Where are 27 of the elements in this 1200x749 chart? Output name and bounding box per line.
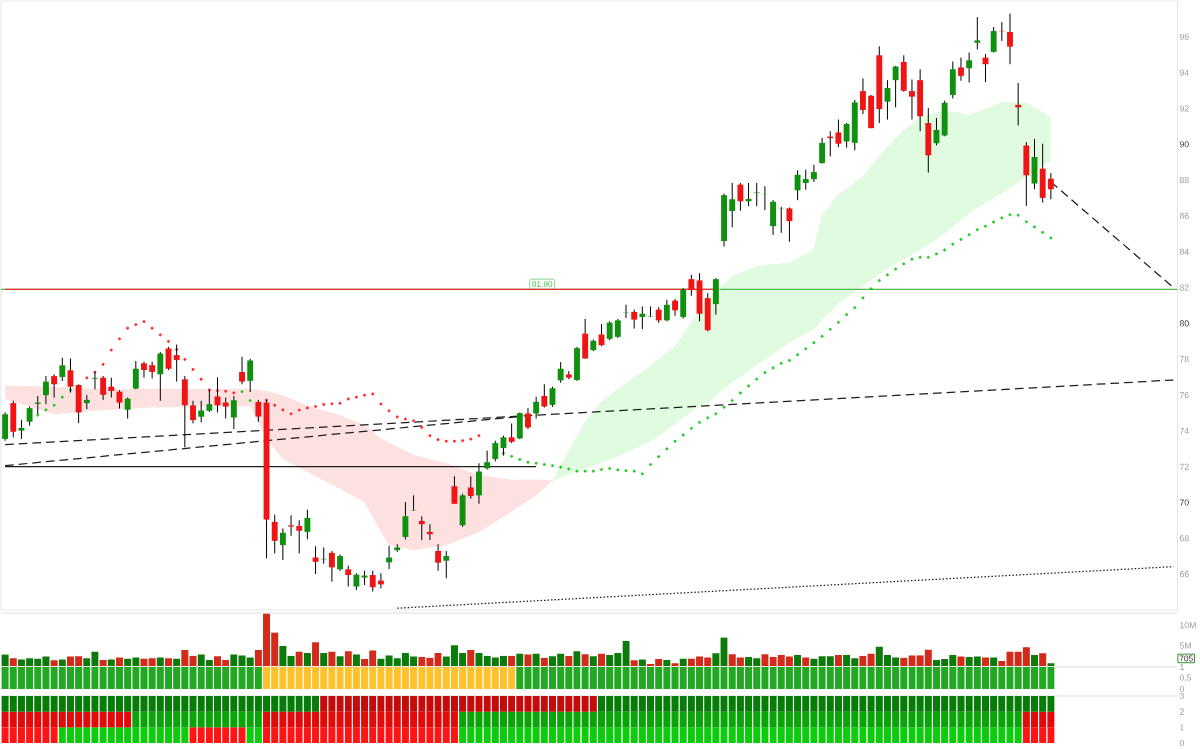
- y-tick-label: 66: [1179, 571, 1189, 578]
- y-tick-label: 92: [1179, 105, 1189, 112]
- y-tick-label: 88: [1179, 177, 1189, 184]
- y-tick-label: 84: [1179, 248, 1189, 255]
- y-tick-label: 68: [1179, 535, 1189, 542]
- y-tick-label: 5M: [1179, 642, 1191, 649]
- y-tick-label: 76: [1179, 391, 1189, 399]
- y-tick-label: 74: [1179, 427, 1189, 434]
- y-tick-label: 94: [1179, 69, 1189, 76]
- y-tick-label: 82: [1179, 284, 1189, 291]
- y-tick-label: 10M: [1180, 622, 1196, 629]
- y-tick-label: 70: [1179, 499, 1189, 506]
- y-tick-label: 80: [1179, 320, 1189, 327]
- y-tick-label: 78: [1179, 356, 1189, 363]
- text: 705: [1179, 655, 1193, 662]
- y-tick-label: 3: [1179, 692, 1184, 700]
- y-tick-label: 1: [1180, 724, 1184, 731]
- y-tick-label: 96: [1179, 33, 1189, 40]
- y-tick-label: 0,5: [1179, 674, 1192, 682]
- y-tick-label: 0: [1179, 685, 1184, 693]
- y-tick-label: 0: [1179, 739, 1184, 747]
- y-tick-label: 90: [1179, 141, 1189, 148]
- ref-line-label: 81.90: [532, 281, 553, 288]
- y-tick-label: 1: [1180, 664, 1184, 670]
- y-tick-label: 2: [1179, 708, 1184, 715]
- y-tick-label: 86: [1179, 212, 1189, 219]
- y-tick-label: 72: [1179, 463, 1189, 470]
